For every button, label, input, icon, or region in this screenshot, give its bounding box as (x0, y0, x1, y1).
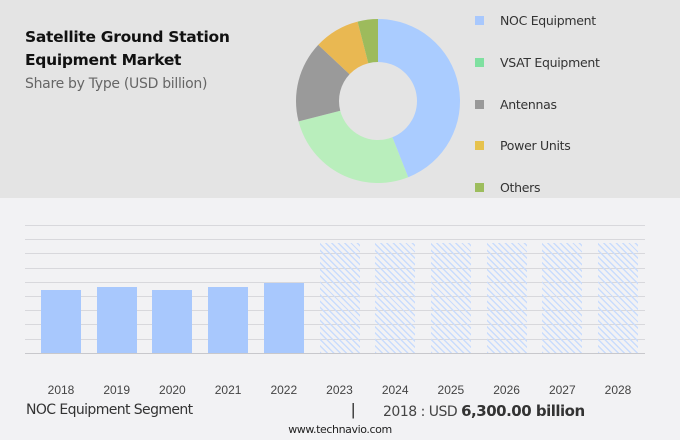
x-tick-label: 2026 (493, 383, 520, 397)
segment-year: 2018 : USD (383, 404, 462, 420)
forecast-bar-2027 (542, 243, 583, 353)
legend-swatch-icon (475, 140, 484, 150)
bar-2021 (208, 287, 249, 353)
x-tick-label: 2021 (214, 383, 242, 397)
x-tick-label: 2022 (270, 383, 298, 397)
legend-item-vsat-equipment: VSAT Equipment (474, 52, 600, 72)
chart-title: Satellite Ground Station Equipment Marke… (25, 26, 230, 72)
legend-swatch-icon (475, 99, 484, 109)
x-tick-label: 2023 (326, 383, 353, 397)
x-tick-label: 2027 (548, 383, 576, 397)
legend-swatch-icon (475, 15, 484, 25)
x-tick-label: 2024 (381, 383, 409, 397)
title-line-2: Equipment Market (25, 51, 182, 69)
x-axis-line (25, 353, 645, 354)
legend-label: Others (500, 179, 541, 195)
bar-chart-panel: 2018 2019 2020 2021 2022 2023 2024 2025 2026 2027… (0, 198, 680, 440)
segment-label: NOC Equipment Segment (26, 402, 193, 418)
legend-label: NOC Equipment (500, 12, 596, 28)
donut-slice-others (357, 19, 378, 64)
footer-separator: | (351, 400, 356, 419)
legend-item-power-units: Power Units (474, 135, 571, 155)
legend-label: Antennas (500, 96, 557, 112)
bar-2019 (96, 287, 137, 353)
title-line-1: Satellite Ground Station (25, 28, 230, 46)
x-tick-label: 2020 (159, 383, 186, 397)
bar-2018 (41, 290, 81, 353)
x-tick-label: 2018 (47, 383, 75, 397)
legend-item-noc-equipment: NOC Equipment (474, 10, 596, 30)
donut-chart (296, 19, 460, 183)
forecast-bar-2025 (430, 243, 471, 353)
legend-swatch-icon (475, 57, 484, 67)
bar-2022 (263, 283, 304, 353)
chart-subtitle: Share by Type (USD billion) (25, 76, 208, 92)
x-tick-label: 2025 (437, 383, 465, 397)
legend-item-others: Others (474, 177, 541, 197)
website-link[interactable]: www.technavio.com (288, 423, 392, 436)
legend-item-antennas: Antennas (474, 94, 557, 114)
donut-slice-vsat-equipment (298, 110, 409, 183)
x-tick-label: 2019 (103, 383, 131, 397)
forecast-bar-2026 (486, 243, 527, 353)
bar-2020 (152, 290, 193, 353)
x-tick-label: 2028 (604, 383, 632, 397)
donut-slice-antennas (296, 44, 350, 122)
forecast-bar-2024 (375, 243, 416, 353)
gridline (25, 225, 645, 226)
segment-value: 2018 : USD 6,300.00 billion (383, 402, 585, 420)
legend-swatch-icon (475, 182, 484, 192)
donut-slice-noc-equipment (378, 19, 460, 178)
bar-chart-plot: 2018 2019 2020 2021 2022 2023 2024 2025 2026 2027… (25, 220, 645, 397)
gridline (25, 239, 645, 241)
forecast-bar-2023 (319, 243, 360, 353)
top-panel: Satellite Ground Station Equipment Marke… (0, 0, 680, 198)
segment-amount: 6,300.00 billion (461, 402, 585, 420)
legend-label: VSAT Equipment (500, 54, 600, 70)
legend-label: Power Units (500, 137, 571, 153)
forecast-bar-2028 (598, 243, 638, 353)
donut-slice-power-units (318, 21, 369, 75)
